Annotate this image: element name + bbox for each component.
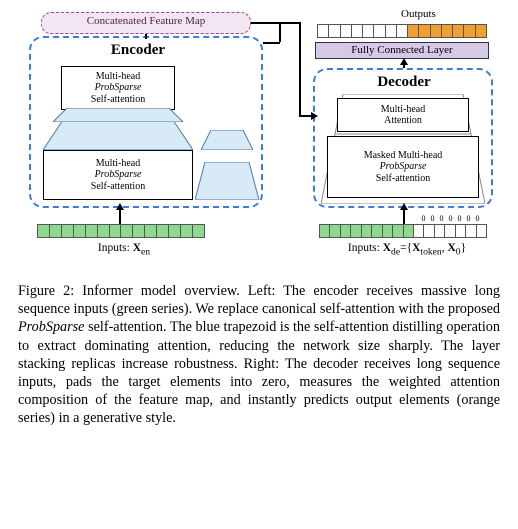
decoder-attn-masked: Masked Multi-head ProbSparse Self-attent… — [327, 136, 479, 198]
fc-layer: Fully Connected Layer — [315, 42, 489, 59]
outputs-label: Outputs — [401, 8, 436, 20]
informer-architecture-diagram: Concatenated Feature Map Encoder Multi-h… — [19, 12, 499, 272]
caption-s1: Informer model overview. Left: The encod… — [18, 283, 500, 317]
feature-map-label: Concatenated Feature Map — [87, 15, 206, 27]
output-cells — [317, 24, 487, 38]
encoder-replica-bottom — [195, 162, 259, 200]
encoder-trapezoid-top — [43, 120, 193, 150]
attn-line: Masked Multi-head — [330, 150, 476, 162]
attn-line: Self-attention — [330, 173, 476, 185]
caption-s2: self-attention. The blue trapezoid is th… — [18, 319, 500, 426]
attn-line: Attention — [340, 115, 466, 127]
attn-line: ProbSparse — [46, 169, 190, 181]
encoder-replica-top — [201, 130, 253, 150]
figure-caption: Figure 2: Informer model overview. Left:… — [18, 282, 500, 427]
attn-line: Multi-head — [340, 104, 466, 116]
decoder-attn-mha: Multi-head Attention — [337, 98, 469, 132]
decoder-input-cells — [319, 224, 487, 238]
attn-line: ProbSparse — [330, 161, 476, 173]
attn-line: Multi-head — [46, 158, 190, 170]
encoder-trapezoid-mid — [53, 108, 183, 122]
encoder-attn-lower: Multi-head ProbSparse Self-attention — [43, 150, 193, 200]
caption-fignum: Figure 2: — [18, 283, 82, 299]
encoder-attn-upper: Multi-head ProbSparse Self-attention — [61, 66, 175, 110]
encoder-input-label: Inputs: Xen — [59, 242, 189, 257]
decoder-title: Decoder — [359, 74, 449, 91]
feature-map-box: Concatenated Feature Map — [41, 12, 251, 34]
encoder-input-cells — [37, 224, 205, 238]
decoder-input-label: Inputs: Xde={Xtoken, X0} — [315, 242, 499, 257]
encoder-title: Encoder — [91, 42, 185, 59]
attn-line: Multi-head — [64, 71, 172, 83]
attn-line: Self-attention — [64, 94, 172, 106]
decoder-zeros: 0000000 — [419, 214, 482, 223]
caption-probsparse: ProbSparse — [18, 319, 84, 335]
attn-line: ProbSparse — [64, 82, 172, 94]
attn-line: Self-attention — [46, 181, 190, 193]
